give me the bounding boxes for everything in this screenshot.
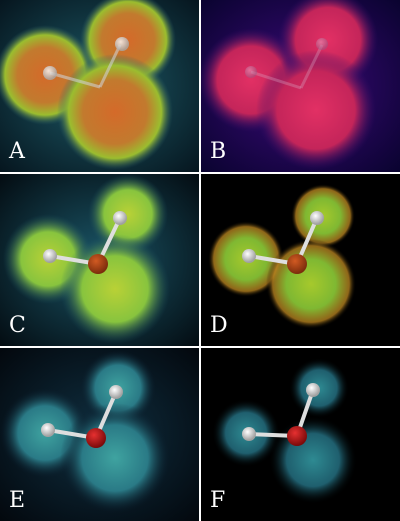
hydrogen-atom (43, 249, 57, 263)
panel-label: A (9, 139, 25, 164)
hydrogen-atom (43, 66, 57, 80)
panel-e-image (0, 348, 199, 521)
oxygen-atom (88, 254, 108, 274)
panel-label: C (9, 313, 26, 338)
panel-b: B (201, 0, 400, 172)
panel-label: B (210, 139, 227, 164)
panel-c: C (0, 174, 199, 346)
panel-f-image (201, 348, 400, 521)
panel-b-image (201, 0, 400, 172)
hydrogen-atom (109, 385, 123, 399)
panel-d-image (201, 174, 400, 346)
panel-label: D (210, 313, 228, 338)
hydrogen-atom (316, 38, 328, 50)
panel-f: F (201, 348, 400, 521)
panel-a: A (0, 0, 199, 172)
hydrogen-atom (41, 423, 55, 437)
hydrogen-atom (113, 211, 127, 225)
hydrogen-atom (306, 383, 320, 397)
hydrogen-atom (242, 249, 256, 263)
hydrogen-atom (242, 427, 256, 441)
panel-e: E (0, 348, 199, 521)
hydrogen-atom (245, 66, 257, 78)
hydrogen-atom (115, 37, 129, 51)
panel-a-image (0, 0, 199, 172)
panel-c-image (0, 174, 199, 346)
hydrogen-atom (310, 211, 324, 225)
oxygen-atom (86, 428, 106, 448)
oxygen-atom (287, 426, 307, 446)
panel-label: F (210, 488, 226, 513)
oxygen-atom (287, 254, 307, 274)
panel-label: E (9, 488, 26, 513)
panel-d: D (201, 174, 400, 346)
